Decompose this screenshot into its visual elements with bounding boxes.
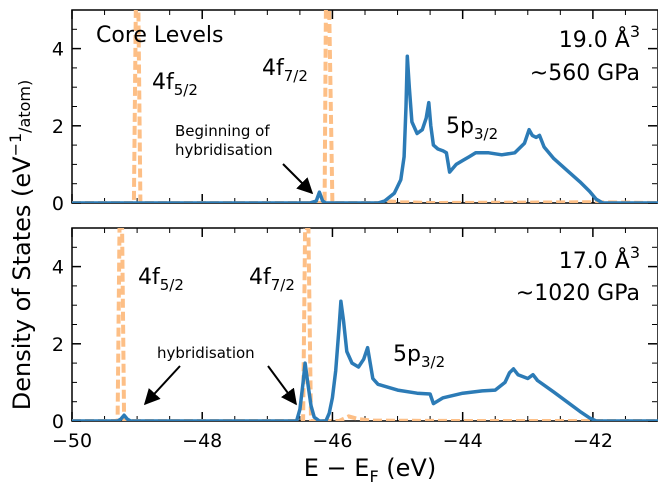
top-4f72-label: 4f7/2 (262, 56, 308, 85)
x-tick-label: −44 (443, 430, 483, 452)
bottom-hybridisation-label: hybridisation (157, 344, 255, 362)
top-5p-curve (72, 54, 658, 203)
bottom-hybridisation-arrow-right (267, 365, 297, 406)
x-tick-labels: −50 −48 −46 −44 −42 (52, 430, 613, 452)
bottom-pressure-label: ~1020 GPa (516, 281, 640, 306)
bottom-volume-label: 17.0 Å3 (559, 243, 640, 274)
bottom-5p-curve (72, 299, 658, 421)
top-volume-label: 19.0 Å3 (559, 22, 640, 53)
bottom-4f52-label: 4f5/2 (138, 265, 184, 294)
top-pressure-label: ~560 GPa (530, 61, 640, 86)
bottom-5p32-label: 5p3/2 (393, 342, 445, 371)
top-y-tick-label: 4 (52, 39, 64, 61)
panel-bottom: 024 17.0 Å3 ~1020 GPa 4f5/2 4f7/2 5p3/2 … (52, 227, 658, 433)
core-levels-label: Core Levels (96, 23, 223, 48)
top-y-tick-label: 0 (52, 193, 64, 215)
top-y-tick-label: 2 (52, 116, 64, 138)
bottom-y-tick-label: 2 (52, 334, 64, 356)
x-tick-label: −46 (312, 430, 352, 452)
x-tick-label: −42 (573, 430, 613, 452)
y-axis-label: Density of States (eV−1/atom) (6, 80, 36, 411)
bottom-y-tick-label: 0 (52, 411, 64, 433)
top-hybridisation-arrow (282, 163, 314, 195)
bottom-4f72-label: 4f7/2 (249, 265, 295, 294)
panel-top: 0 2 4 Core Levels 19.0 Å3 ~560 GPa 4f5/2 4… (52, 9, 658, 215)
top-hybridisation-label-line1: Beginning of (175, 122, 270, 140)
top-5p32-label: 5p3/2 (446, 114, 498, 143)
x-tick-label: −50 (52, 430, 92, 452)
bottom-y-tick-label: 4 (52, 257, 64, 279)
x-axis-label: E − EF (eV) (304, 454, 436, 485)
x-tick-label: −48 (182, 430, 222, 452)
top-hybridisation-label-line2: hybridisation (175, 141, 273, 159)
top-4f52-label: 4f5/2 (152, 70, 198, 99)
bottom-4f-curve (72, 228, 658, 421)
top-4f-curve (72, 10, 658, 203)
bottom-hybridisation-arrow-left (143, 365, 181, 406)
